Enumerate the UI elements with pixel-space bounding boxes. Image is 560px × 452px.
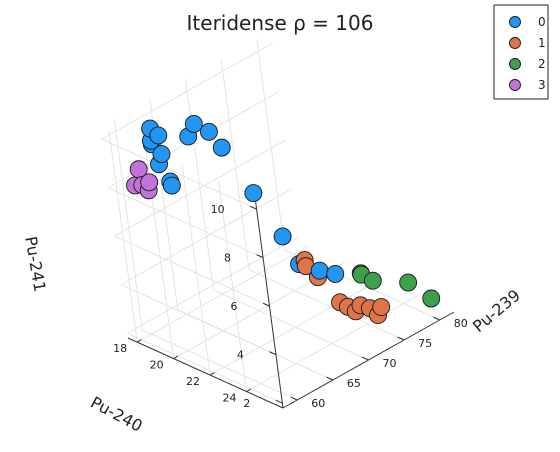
grid-line	[181, 163, 211, 376]
y-tick-mark	[209, 372, 215, 376]
chart-title: Iteridense ρ = 106	[187, 11, 374, 35]
grid-line	[256, 38, 286, 251]
data-points	[126, 115, 441, 325]
legend-label: 2	[538, 57, 546, 71]
z-axis-line	[254, 196, 284, 409]
grid-line	[114, 235, 270, 307]
grid-line	[120, 284, 277, 356]
data-point	[363, 271, 382, 290]
grid-line	[108, 131, 138, 343]
legend-label: 0	[538, 15, 546, 29]
grid-line	[114, 139, 286, 237]
grid-line	[185, 78, 214, 291]
y-axis-label: Pu-240	[87, 393, 145, 436]
y-tick-mark	[246, 388, 252, 392]
data-point	[184, 115, 203, 133]
z-tick-label: 8	[224, 252, 231, 265]
grid-line	[136, 245, 309, 343]
grid-line	[101, 42, 273, 140]
z-tick-label: 2	[243, 397, 250, 410]
data-point	[149, 126, 168, 145]
grid-line	[142, 329, 298, 401]
grid-line	[101, 138, 257, 210]
legend-marker	[509, 37, 521, 49]
x-tick-mark	[433, 316, 440, 321]
x-tick-mark	[290, 396, 298, 401]
data-point	[399, 273, 418, 292]
data-point	[212, 138, 231, 157]
x-tick-mark	[361, 356, 369, 361]
data-point	[273, 227, 292, 246]
grid-line	[246, 295, 418, 392]
legend-box	[493, 4, 549, 100]
data-point	[326, 264, 345, 283]
grid-line	[107, 187, 264, 259]
data-point	[140, 173, 159, 192]
grid-line	[220, 58, 250, 271]
y-axis-line	[127, 337, 284, 409]
z-axis-label: Pu-241	[21, 235, 49, 293]
z-tick-mark	[256, 254, 264, 259]
y-tick-label: 24	[223, 392, 237, 405]
x-axis-label: Pu-239	[469, 286, 524, 336]
data-point	[244, 184, 263, 203]
x-tick-label: 80	[454, 317, 468, 330]
z-tick-label: 6	[230, 300, 237, 313]
z-tick-mark	[262, 302, 270, 307]
grid-line	[248, 269, 405, 341]
data-point	[372, 298, 391, 316]
y-tick-label: 20	[150, 359, 164, 372]
grid-line	[113, 118, 143, 331]
grid-line	[120, 188, 293, 286]
x-tick-label: 75	[418, 337, 432, 350]
z-tick-label: 4	[237, 349, 244, 362]
grid-line	[218, 180, 248, 392]
y-tick-mark	[136, 339, 142, 343]
legend-marker	[509, 79, 521, 91]
data-point	[152, 145, 171, 164]
data-point	[422, 289, 441, 308]
axes	[127, 196, 455, 409]
y-tick-label: 22	[186, 375, 200, 388]
data-point	[200, 122, 218, 141]
z-tick-mark	[269, 351, 277, 356]
grid-line	[209, 278, 382, 376]
grid-line	[127, 332, 283, 404]
legend-marker	[509, 58, 521, 70]
data-point	[310, 261, 329, 280]
x-tick-mark	[397, 336, 405, 341]
z-tick-label: 10	[211, 203, 225, 216]
legend: 0 1 2 3	[493, 4, 549, 100]
x-tick-label: 65	[347, 377, 361, 390]
grid-line	[127, 236, 299, 334]
z-tick-mark	[250, 205, 257, 210]
legend-label: 1	[538, 36, 546, 50]
x-tick-label: 60	[311, 397, 325, 410]
legend-label: 3	[538, 78, 546, 92]
grid-line	[213, 289, 369, 361]
legend-marker	[509, 16, 521, 28]
x-tick-label: 70	[383, 357, 397, 370]
x-tick-mark	[326, 376, 334, 381]
data-point	[162, 176, 181, 195]
y-tick-mark	[173, 355, 179, 360]
z-tick-mark	[275, 399, 283, 404]
y-tick-label: 18	[113, 342, 127, 355]
